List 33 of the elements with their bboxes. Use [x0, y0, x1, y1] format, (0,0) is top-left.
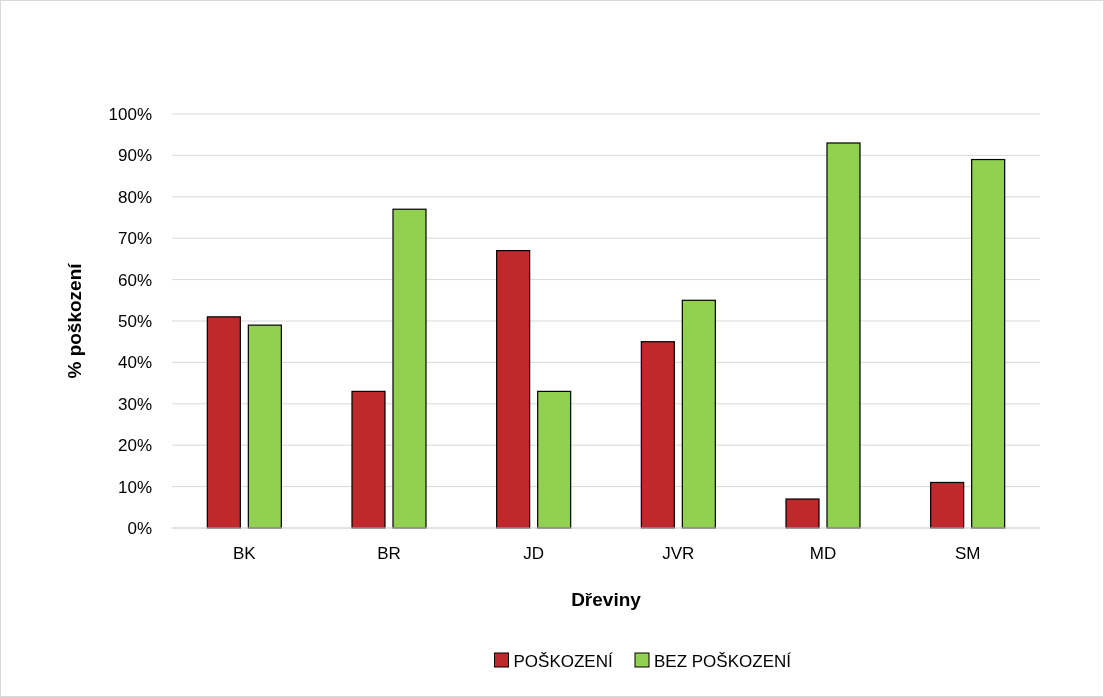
- y-tick-label: 50%: [117, 311, 152, 331]
- x-axis-title: Dřeviny: [571, 589, 642, 610]
- y-tick-label: 10%: [117, 477, 152, 497]
- x-tick-label: BR: [377, 544, 401, 563]
- bar: [826, 142, 861, 529]
- bar: [640, 341, 675, 529]
- bar: [247, 324, 282, 529]
- y-tick-label: 40%: [117, 353, 152, 373]
- bar: [537, 390, 572, 529]
- bar: [681, 299, 716, 529]
- y-tick-label: 100%: [108, 104, 152, 124]
- x-tick-label: MD: [809, 544, 837, 563]
- y-tick-label: 90%: [117, 146, 152, 166]
- bar: [206, 316, 241, 529]
- x-tick-label: JD: [523, 544, 545, 563]
- x-tick-label: JVR: [662, 544, 695, 563]
- y-tick-label: 60%: [117, 270, 152, 290]
- y-tick-label: 80%: [117, 187, 152, 207]
- x-tick-label: BK: [232, 544, 257, 563]
- bar: [351, 390, 386, 529]
- bar: [930, 481, 965, 529]
- bar: [496, 250, 531, 529]
- y-tick-label: 30%: [117, 394, 152, 414]
- y-tick-label: 0%: [127, 518, 152, 538]
- x-tick-label: SM: [954, 544, 981, 563]
- legend-label: BEZ POŠKOZENÍ: [654, 651, 792, 671]
- y-axis-title: % poškození: [64, 262, 85, 379]
- legend-label: POŠKOZENÍ: [513, 651, 613, 671]
- bar: [392, 208, 427, 529]
- y-tick-label: 20%: [117, 436, 152, 456]
- bar: [971, 158, 1006, 529]
- y-tick-label: 70%: [117, 229, 152, 249]
- bar: [785, 498, 820, 529]
